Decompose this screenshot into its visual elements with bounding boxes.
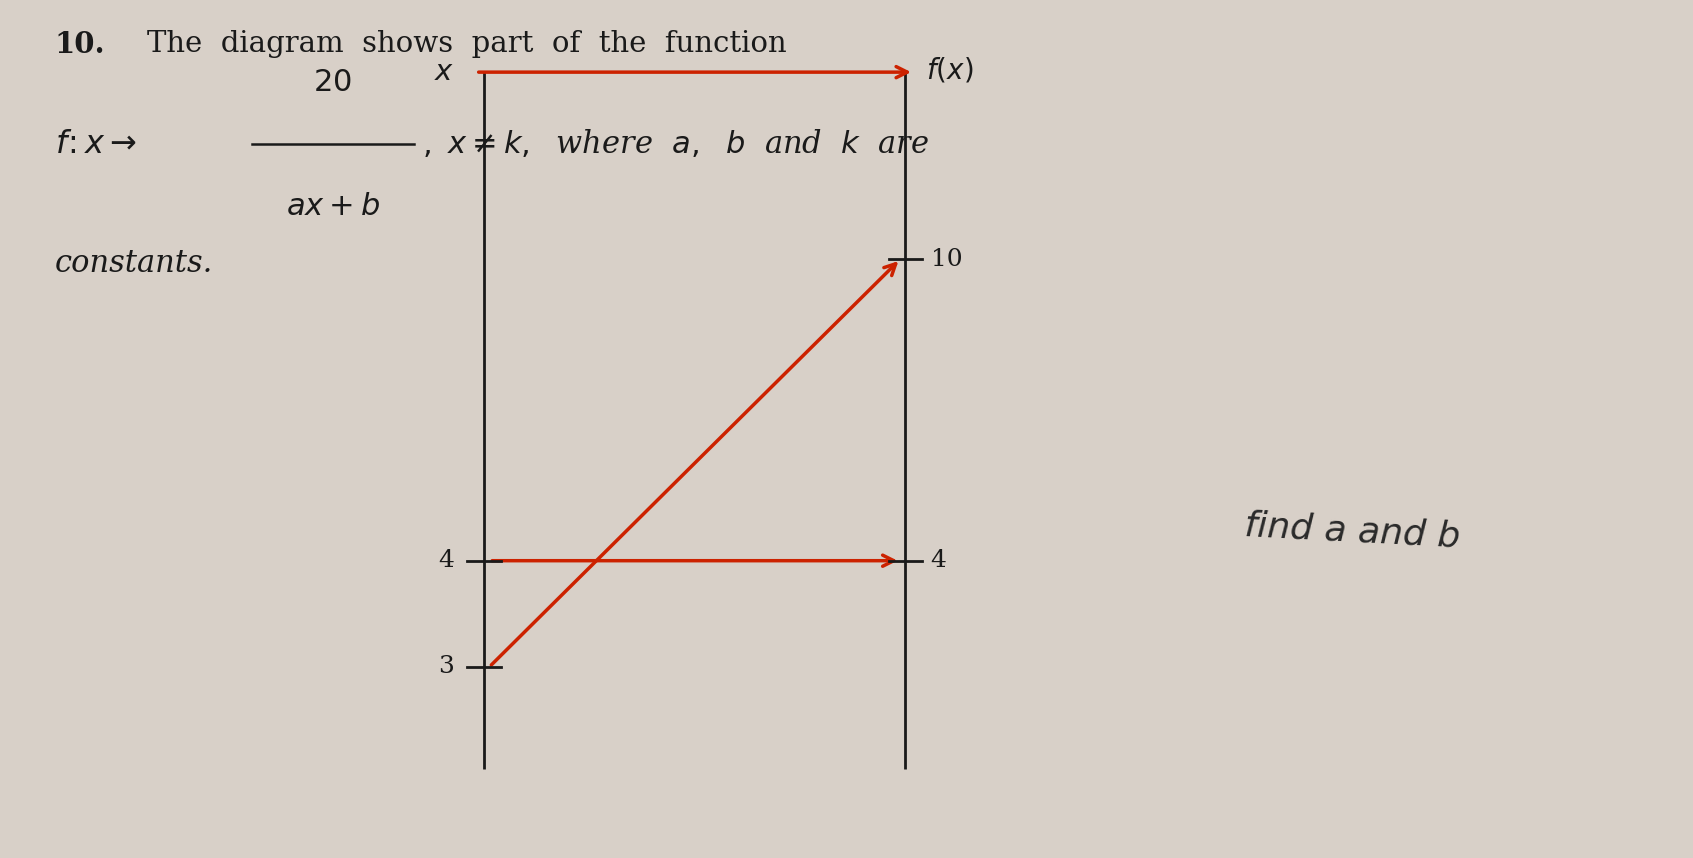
Text: $,\ x \neq k,$  where  $a,$  $b$  and  $k$  are: $,\ x \neq k,$ where $a,$ $b$ and $k$ ar… <box>422 129 929 160</box>
Text: constants.: constants. <box>54 248 213 279</box>
Text: 10: 10 <box>931 248 962 270</box>
Text: $x$: $x$ <box>433 58 454 86</box>
Text: 10.: 10. <box>54 30 105 58</box>
Text: 4: 4 <box>438 549 454 572</box>
Text: 4: 4 <box>931 549 946 572</box>
Text: find a and b: find a and b <box>1243 508 1461 553</box>
Text: 3: 3 <box>438 656 454 679</box>
Text: $f\!: x \rightarrow$: $f\!: x \rightarrow$ <box>54 129 137 160</box>
Text: The  diagram  shows  part  of  the  function: The diagram shows part of the function <box>147 30 787 57</box>
Text: $20$: $20$ <box>313 67 352 98</box>
Text: $ax + b$: $ax + b$ <box>286 191 379 222</box>
Text: $f(x)$: $f(x)$ <box>926 56 973 85</box>
